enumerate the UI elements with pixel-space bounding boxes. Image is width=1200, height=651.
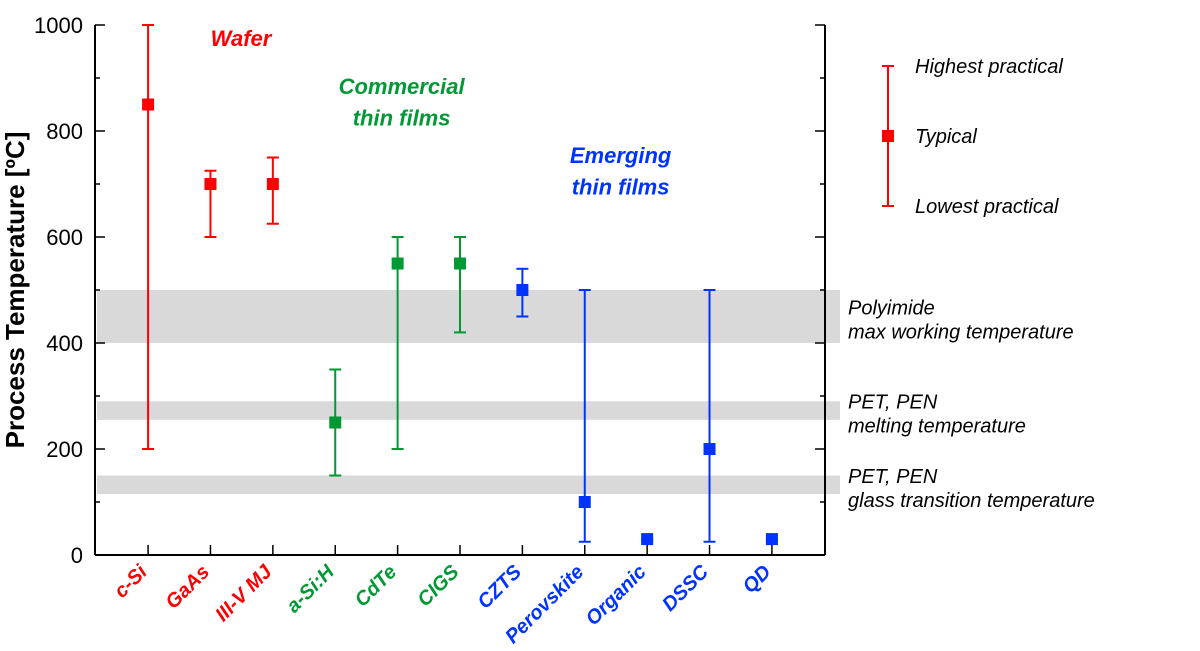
group-labels: Wafer Commercial thin films Emerging thin fi… [211,26,672,199]
band-label: PET, PEN [848,466,938,488]
y-axis-label: Process Temperature [ºC] [0,132,30,449]
x-tick-label: QD [739,561,776,598]
reference-band [97,476,840,495]
band-sublabel: melting temperature [848,416,1026,438]
legend-label-typical: Typical [915,126,977,148]
legend-label-low: Lowest practical [915,196,1059,218]
process-temperature-chart: Polyimidemax working temperature PET, PEN… [0,0,1200,651]
group-label: Emerging [570,143,672,168]
data-marker [204,178,216,190]
data-marker [392,258,404,270]
group-label: thin films [572,175,670,200]
band-label: Polyimide [848,298,935,320]
x-tick-label: a-Si:H [282,561,339,618]
data-marker [516,284,528,296]
data-marker [267,178,279,190]
data-series [142,25,778,545]
x-tick-label: DSSC [658,561,713,616]
data-marker [704,443,716,455]
group-label: Commercial [339,74,466,99]
group-label: Wafer [211,26,273,51]
ytick-label: 0 [71,543,83,568]
group-label: thin films [353,106,451,131]
x-tick-label: GaAs [162,561,215,614]
band-sublabel: glass transition temperature [848,490,1095,512]
x-tick-label: CZTS [473,561,526,614]
x-tick-label: CIGS [413,561,464,612]
band-label: PET, PEN [848,392,938,414]
band-sublabel: max working temperature [848,322,1074,344]
x-tick-label: III-V MJ [211,560,277,626]
reference-bands: Polyimidemax working temperature PET, PEN… [97,290,1095,512]
data-marker [766,533,778,545]
reference-band [97,290,840,343]
x-tick-label: c-Si [110,561,152,603]
ytick-label: 200 [46,437,83,462]
legend-marker [882,130,894,142]
data-marker [142,99,154,111]
x-tick-labels: c-SiGaAsIII-V MJa-Si:HCdTeCIGSCZTSPerovs… [110,560,775,648]
data-marker [641,533,653,545]
x-tick-label: CdTe [351,561,401,611]
data-marker [579,496,591,508]
ytick-label: 1000 [34,13,83,38]
ytick-label: 800 [46,119,83,144]
x-tick-label: Organic [582,561,651,630]
legend-label-high: Highest practical [915,56,1063,78]
data-marker [454,258,466,270]
ytick-label: 400 [46,331,83,356]
legend: Highest practical Typical Lowest practical [882,56,1063,218]
reference-band [97,401,840,420]
ytick-label: 600 [46,225,83,250]
data-marker [329,417,341,429]
